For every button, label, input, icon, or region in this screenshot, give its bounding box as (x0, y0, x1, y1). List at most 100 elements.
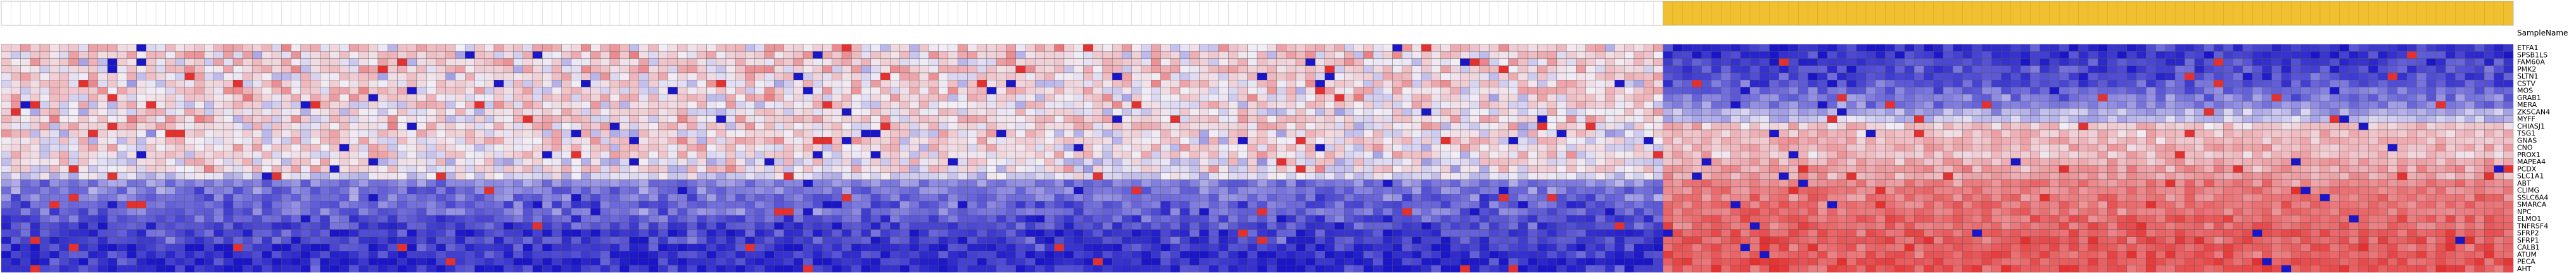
heatmap-cell (1943, 151, 1953, 159)
heatmap-cell (358, 65, 369, 73)
heatmap-cell (1054, 80, 1065, 87)
heatmap-cell (957, 129, 968, 137)
heatmap-cell (1247, 80, 1258, 87)
heatmap-cell (2484, 165, 2494, 173)
heatmap-cell (2271, 129, 2282, 137)
heatmap-cell (262, 72, 272, 80)
heatmap-cell (1218, 80, 1229, 87)
heatmap-cell (725, 158, 736, 166)
heatmap-cell (1576, 94, 1586, 102)
heatmap-cell (1808, 165, 1818, 173)
heatmap-cell (1779, 72, 1789, 80)
heatmap-cell (98, 58, 108, 66)
heatmap-cell (1808, 122, 1818, 130)
heatmap-cell (1334, 165, 1345, 173)
heatmap-cell (329, 87, 340, 94)
heatmap-cell (841, 101, 852, 109)
heatmap-cell (2185, 101, 2195, 109)
heatmap-cell (39, 165, 50, 173)
heatmap-cell (232, 151, 243, 159)
heatmap-cell (1653, 122, 1663, 130)
heatmap-cell (532, 144, 543, 151)
heatmap-cell (523, 172, 533, 180)
heatmap-cell (813, 122, 823, 130)
heatmap-cell (909, 80, 920, 87)
heatmap-cell (1392, 144, 1402, 151)
heatmap-cell (1740, 151, 1751, 159)
heatmap-cell (629, 101, 639, 109)
heatmap-cell (98, 158, 108, 166)
heatmap-cell (1865, 65, 1876, 73)
heatmap-cell (977, 51, 987, 59)
heatmap-cell (677, 101, 688, 109)
heatmap-cell (1354, 87, 1364, 94)
heatmap-cell (880, 87, 891, 94)
heatmap-cell (619, 158, 630, 166)
heatmap-cell (474, 151, 485, 159)
heatmap-cell (2252, 87, 2262, 94)
heatmap-cell (397, 94, 407, 102)
heatmap-cell (1488, 165, 1499, 173)
heatmap-cell (851, 72, 861, 80)
heatmap-cell (1218, 44, 1229, 52)
heatmap-cell (590, 58, 600, 66)
heatmap-cell (784, 44, 794, 52)
heatmap-cell (552, 129, 562, 137)
heatmap-cell (581, 87, 591, 94)
heatmap-cell (2494, 51, 2504, 59)
heatmap-cell (300, 144, 311, 151)
heatmap-cell (697, 122, 707, 130)
heatmap-cell (784, 51, 794, 59)
heatmap-cell (1653, 158, 1663, 166)
heatmap-cell (436, 80, 446, 87)
heatmap-cell (1904, 65, 1915, 73)
heatmap-cell (2223, 58, 2233, 66)
heatmap-cell (1527, 94, 1538, 102)
heatmap-cell (1634, 122, 1644, 130)
heatmap-cell (1721, 94, 1731, 102)
heatmap-cell (697, 80, 707, 87)
heatmap-cell (697, 51, 707, 59)
heatmap-cell (1411, 115, 1422, 123)
heatmap-cell (2290, 165, 2301, 173)
heatmap-cell (1141, 72, 1152, 80)
heatmap-cell (590, 65, 600, 73)
heatmap-cell (339, 51, 350, 59)
heatmap-cell (745, 144, 755, 151)
heatmap-cell (493, 51, 504, 59)
heatmap-cell (445, 122, 456, 130)
heatmap-cell (2030, 158, 2040, 166)
heatmap-cell (1701, 44, 1712, 52)
heatmap-cell (2001, 165, 2011, 173)
heatmap-cell (1875, 115, 1886, 123)
heatmap-cell (1383, 144, 1393, 151)
heatmap-cell (1015, 165, 1026, 173)
heatmap-cell (1160, 158, 1171, 166)
heatmap-cell (1074, 137, 1084, 144)
heatmap-cell (1209, 115, 1219, 123)
heatmap-cell (2213, 51, 2224, 59)
heatmap-cell (1760, 115, 1770, 123)
heatmap-cell (2078, 44, 2089, 52)
heatmap-cell (2117, 108, 2128, 116)
heatmap-cell (2339, 115, 2349, 123)
heatmap-cell (1721, 108, 1731, 116)
heatmap-cell (1865, 80, 1876, 87)
heatmap-cell (146, 108, 156, 116)
heatmap-cell (1209, 44, 1219, 52)
heatmap-cell (1440, 137, 1451, 144)
heatmap-cell (2088, 51, 2098, 59)
heatmap-cell (2358, 144, 2369, 151)
heatmap-cell (2088, 80, 2098, 87)
heatmap-cell (2185, 144, 2195, 151)
heatmap-cell (1585, 122, 1596, 130)
heatmap-cell (967, 158, 977, 166)
heatmap-cell (1209, 129, 1219, 137)
heatmap-cell (1885, 101, 1895, 109)
heatmap-cell (2330, 129, 2340, 137)
heatmap-cell (2378, 87, 2388, 94)
heatmap-cell (146, 165, 156, 173)
heatmap-cell (2416, 144, 2427, 151)
heatmap-cell (213, 108, 224, 116)
heatmap-cell (127, 108, 137, 116)
